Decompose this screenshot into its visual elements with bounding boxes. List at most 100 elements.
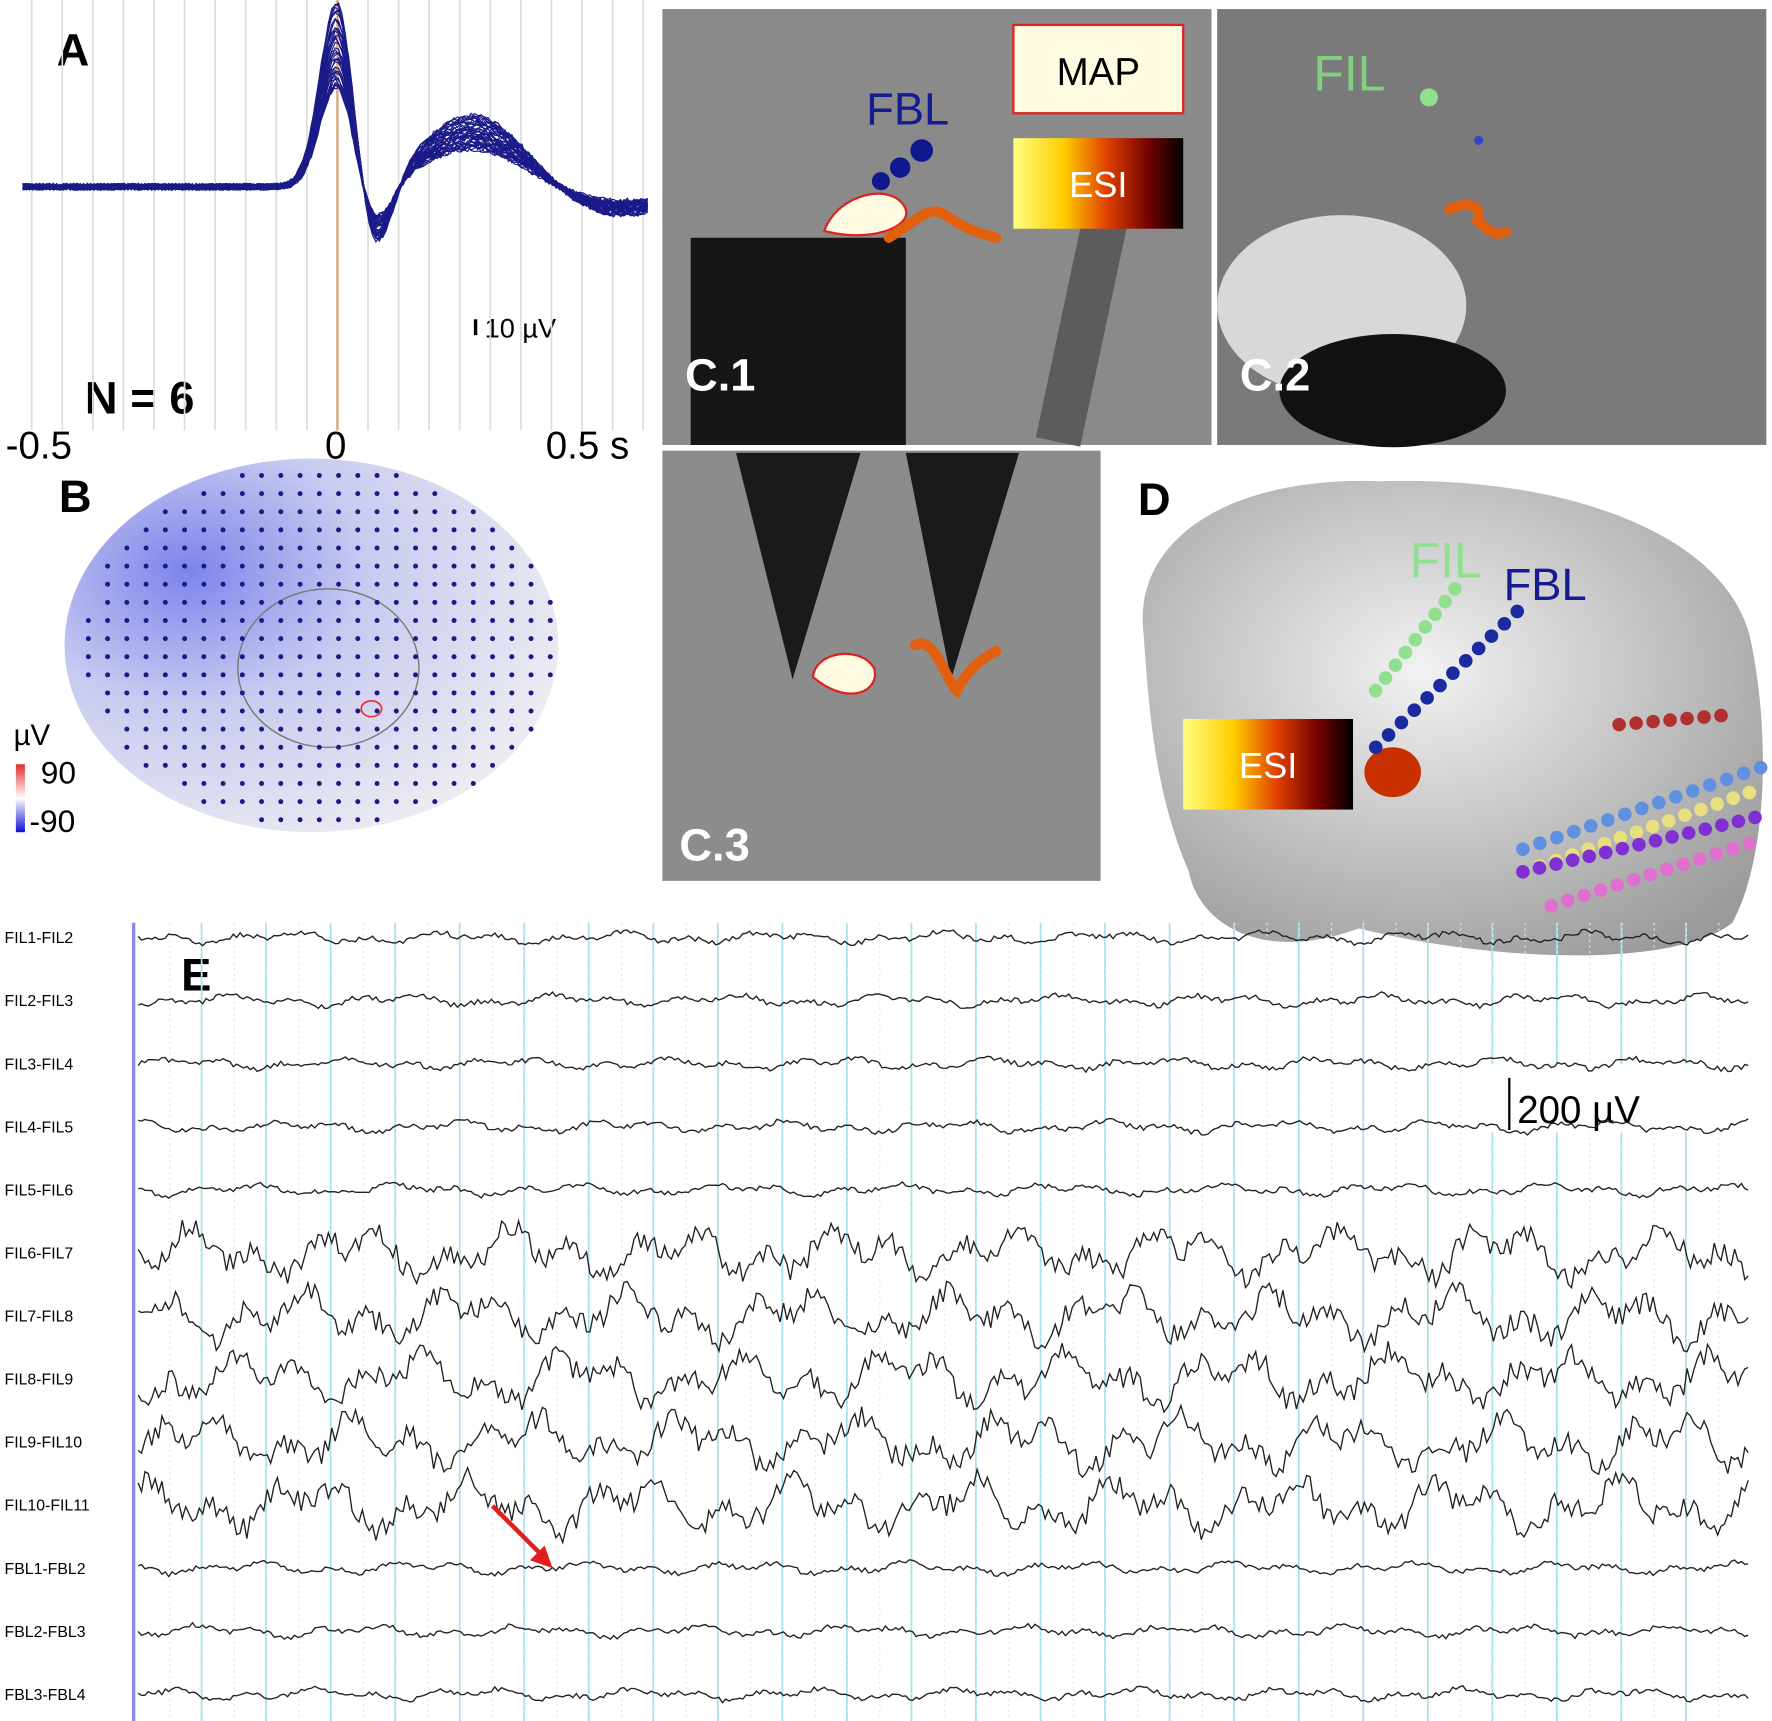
channel-label: FIL5-FIL6 bbox=[5, 1182, 74, 1199]
electrode bbox=[355, 509, 360, 514]
electrode bbox=[278, 672, 283, 677]
electrode bbox=[221, 527, 226, 532]
electrode bbox=[355, 727, 360, 732]
electrode bbox=[278, 817, 283, 822]
electrode bbox=[490, 672, 495, 677]
electrode bbox=[259, 491, 264, 496]
time-label: -0.5 bbox=[6, 425, 72, 468]
channel-label: FIL1-FIL2 bbox=[5, 930, 74, 947]
electrode-contact bbox=[1680, 712, 1694, 726]
electrode bbox=[240, 690, 245, 695]
electrode bbox=[548, 654, 553, 659]
electrode bbox=[471, 709, 476, 714]
electrode bbox=[163, 636, 168, 641]
electrode bbox=[201, 564, 206, 569]
electrode bbox=[317, 727, 322, 732]
electrode bbox=[394, 491, 399, 496]
electrode-contact bbox=[1459, 654, 1473, 668]
electrode-label: FIL bbox=[1410, 532, 1482, 588]
waveform bbox=[23, 78, 648, 219]
electrode bbox=[394, 781, 399, 786]
electrode bbox=[452, 672, 457, 677]
electrode-contact bbox=[1669, 790, 1683, 804]
electrode bbox=[163, 546, 168, 551]
electrode bbox=[278, 781, 283, 786]
electrode bbox=[317, 690, 322, 695]
electrode bbox=[355, 799, 360, 804]
electrode bbox=[509, 618, 514, 623]
electrode-contact bbox=[1485, 629, 1499, 643]
electrode-contact bbox=[1379, 671, 1393, 685]
electrode bbox=[336, 709, 341, 714]
electrode bbox=[432, 582, 437, 587]
channel-label: FIL10-FIL11 bbox=[5, 1498, 90, 1515]
electrode bbox=[298, 618, 303, 623]
electrode bbox=[259, 672, 264, 677]
electrode bbox=[471, 509, 476, 514]
electrode bbox=[375, 491, 380, 496]
electrode bbox=[163, 509, 168, 514]
electrode bbox=[221, 745, 226, 750]
electrode bbox=[432, 709, 437, 714]
electrode bbox=[509, 690, 514, 695]
electrode bbox=[355, 781, 360, 786]
electrode bbox=[298, 763, 303, 768]
electrode-contact bbox=[1599, 846, 1613, 860]
electrode bbox=[317, 564, 322, 569]
electrode bbox=[221, 727, 226, 732]
electrode bbox=[240, 745, 245, 750]
electrode-contact bbox=[1616, 842, 1630, 856]
electrode bbox=[336, 690, 341, 695]
electrode bbox=[278, 690, 283, 695]
electrode bbox=[259, 564, 264, 569]
electrode bbox=[182, 564, 187, 569]
electrode bbox=[471, 727, 476, 732]
electrode bbox=[336, 799, 341, 804]
electrode bbox=[201, 618, 206, 623]
electrode bbox=[105, 709, 110, 714]
electrode bbox=[529, 654, 534, 659]
electrode bbox=[394, 600, 399, 605]
electrode bbox=[490, 600, 495, 605]
electrode-contact bbox=[1369, 684, 1383, 698]
electrode-contact bbox=[1428, 607, 1442, 621]
electrode bbox=[471, 527, 476, 532]
electrode bbox=[413, 781, 418, 786]
electrode bbox=[432, 781, 437, 786]
electrode-label: FIL bbox=[1313, 46, 1385, 102]
electrode bbox=[298, 564, 303, 569]
electrode bbox=[509, 582, 514, 587]
electrode bbox=[221, 799, 226, 804]
electrode bbox=[240, 709, 245, 714]
electrode bbox=[317, 636, 322, 641]
electrode bbox=[452, 618, 457, 623]
waveform bbox=[23, 78, 648, 216]
electrode-contact bbox=[1409, 633, 1423, 647]
electrode bbox=[298, 799, 303, 804]
sublabel: C.2 bbox=[1240, 350, 1310, 401]
electrode bbox=[221, 618, 226, 623]
electrode-contact bbox=[1533, 837, 1547, 851]
electrode bbox=[394, 709, 399, 714]
electrode-contact bbox=[1748, 811, 1762, 825]
electrode-contact bbox=[1662, 814, 1676, 828]
electrode bbox=[355, 745, 360, 750]
electrode-label: FBL bbox=[1504, 559, 1587, 610]
electrode bbox=[317, 709, 322, 714]
electrode bbox=[490, 727, 495, 732]
electrode bbox=[86, 672, 91, 677]
electrode bbox=[124, 690, 129, 695]
electrode bbox=[336, 491, 341, 496]
topomap bbox=[65, 459, 559, 833]
count-label: N = 6 bbox=[85, 372, 194, 423]
electrode bbox=[240, 763, 245, 768]
electrode bbox=[375, 527, 380, 532]
electrode bbox=[336, 654, 341, 659]
electrode bbox=[278, 564, 283, 569]
electrode-contact bbox=[1632, 838, 1646, 852]
electrode bbox=[529, 690, 534, 695]
channel-label: FIL7-FIL8 bbox=[5, 1309, 74, 1326]
electrode bbox=[413, 527, 418, 532]
electrode bbox=[432, 654, 437, 659]
electrode bbox=[298, 473, 303, 478]
